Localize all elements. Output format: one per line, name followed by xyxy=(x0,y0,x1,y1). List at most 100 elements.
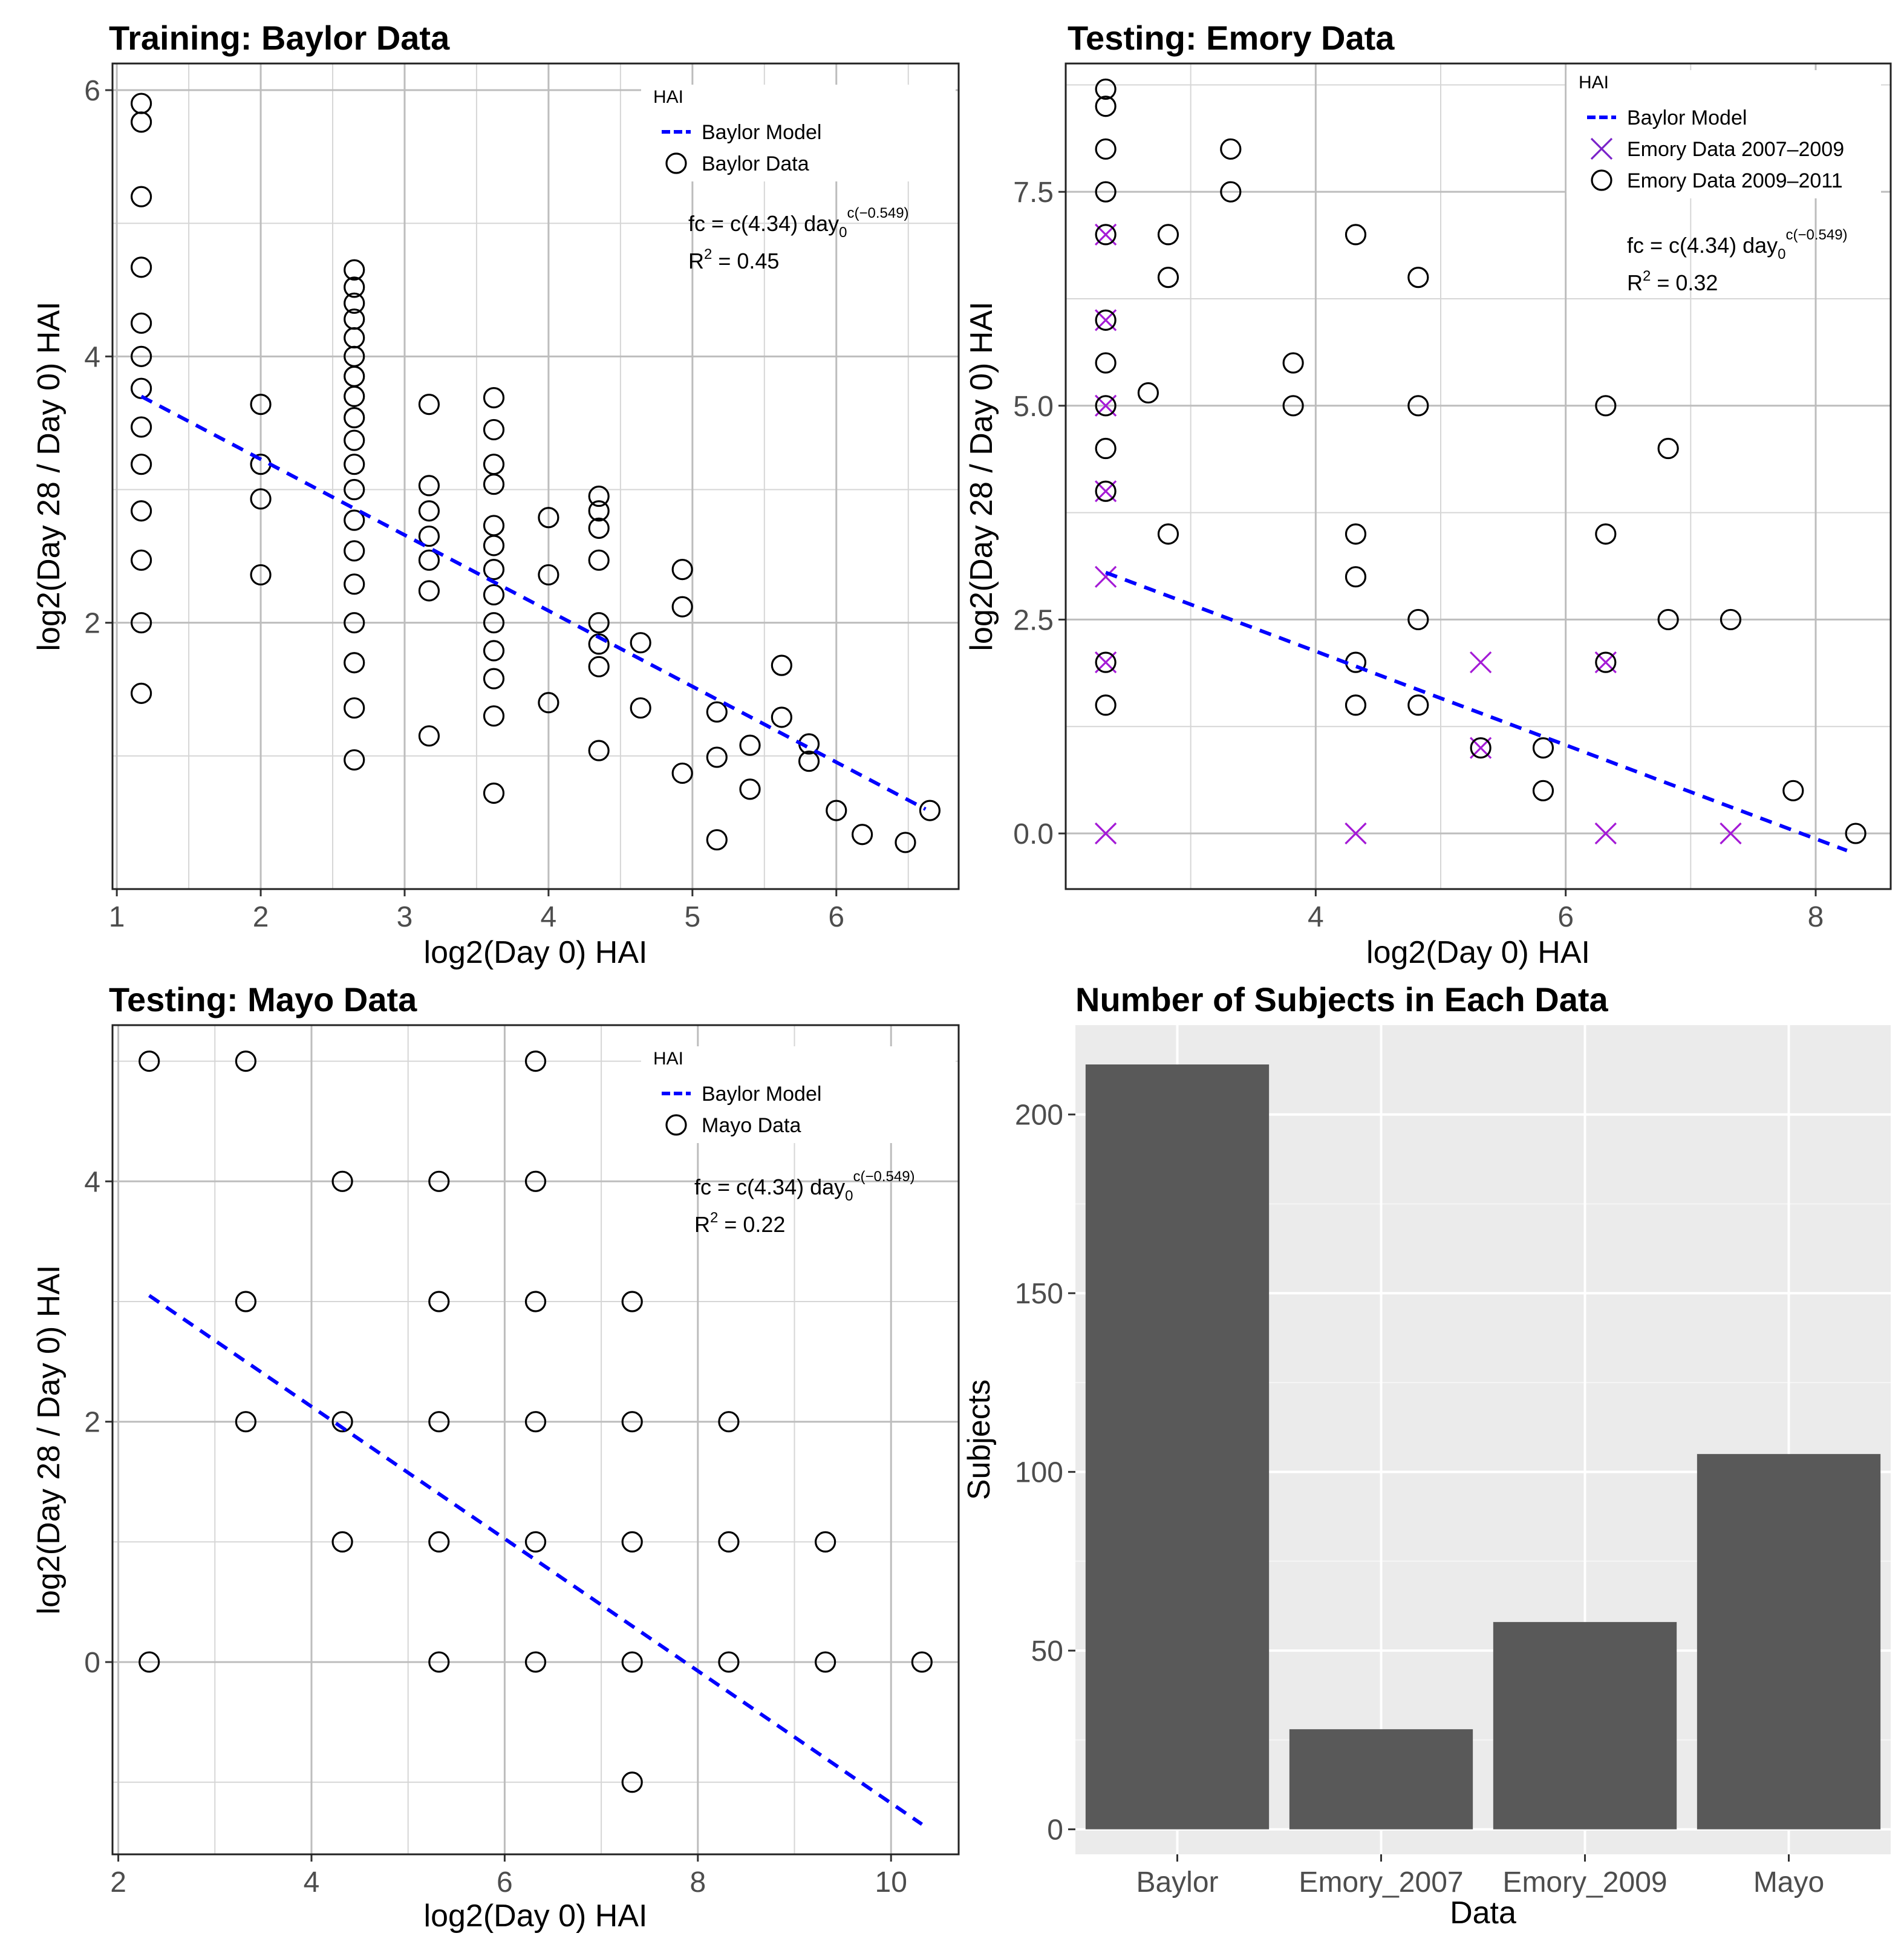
data-point xyxy=(588,740,610,761)
data-point xyxy=(1595,523,1617,545)
formula-rhs: c(4.34) day xyxy=(1669,233,1778,258)
data-point xyxy=(344,259,365,281)
data-point xyxy=(483,668,505,689)
data-point xyxy=(1345,224,1367,246)
data-point xyxy=(1157,523,1179,545)
x-tick-label: 8 xyxy=(690,1866,706,1898)
data-point xyxy=(235,1291,256,1312)
model-annotation: fc = c(4.34) day0c(−0.549) R2 = 0.45 xyxy=(688,205,909,273)
x-axis-title: Data xyxy=(1450,1895,1516,1931)
r-squared-text: R2 = 0.45 xyxy=(688,246,779,273)
legend-key-circle xyxy=(665,152,687,174)
data-point xyxy=(1095,651,1117,673)
bar-baylor xyxy=(1085,1064,1270,1830)
r-squared-value: = 0.32 xyxy=(1651,270,1718,295)
data-point xyxy=(235,1051,256,1072)
formula-rhs: c(4.34) day xyxy=(730,211,839,236)
scatter-panel-1: 4 6 8 0.0 2.5 5.0 7.5 Testing: Emory Data log2(D… xyxy=(964,19,1892,970)
data-point xyxy=(331,1170,353,1192)
data-point xyxy=(483,584,505,606)
y-tick-label: 0.0 xyxy=(1013,818,1054,850)
x-tick-label: Baylor xyxy=(1136,1866,1218,1898)
y-axis-title: log2(Day 28 / Day 0) HAI xyxy=(964,301,999,651)
legend-key-circle xyxy=(665,1114,687,1136)
x-tick-label: 10 xyxy=(875,1866,907,1898)
data-point xyxy=(331,1531,353,1553)
data-point xyxy=(483,387,505,409)
data-point xyxy=(418,580,440,602)
data-point xyxy=(483,612,505,634)
legend-label: Emory Data 2007–2009 xyxy=(1627,138,1844,161)
y-tick-label: 2 xyxy=(84,608,100,640)
data-point xyxy=(344,697,365,719)
legend-background xyxy=(1567,70,1881,198)
data-point xyxy=(418,549,440,571)
formula-text: fc = c(4.34) day0c(−0.549) xyxy=(1627,227,1848,262)
r-squared-value: = 0.45 xyxy=(712,249,779,273)
scatter-panel-0: 1 2 3 4 5 6 2 4 6 Training: Baylor Data log2(Day 0… xyxy=(31,19,960,970)
data-point xyxy=(1095,78,1117,100)
x-tick-label: 6 xyxy=(497,1866,513,1898)
data-point xyxy=(344,454,365,475)
r-squared-label: R xyxy=(688,249,704,273)
data-point xyxy=(621,1531,643,1553)
data-point xyxy=(621,1291,643,1312)
data-point xyxy=(418,525,440,547)
data-point xyxy=(538,507,559,529)
y-tick-label: 4 xyxy=(84,1166,100,1198)
legend-title: HAI xyxy=(653,1049,683,1069)
data-point xyxy=(418,394,440,416)
data-point xyxy=(815,1531,836,1553)
data-point xyxy=(588,633,610,655)
formula-rhs: c(4.34) day xyxy=(736,1175,845,1199)
data-point xyxy=(418,500,440,522)
y-tick-label: 200 xyxy=(1015,1100,1063,1132)
bar-emory-2007 xyxy=(1289,1729,1473,1830)
data-point xyxy=(331,1411,353,1433)
data-point xyxy=(671,762,693,784)
data-point xyxy=(483,640,505,662)
data-point xyxy=(1657,608,1679,631)
x-tick-label: 5 xyxy=(684,901,700,933)
data-point xyxy=(1095,694,1117,716)
data-point xyxy=(1407,267,1429,288)
data-point xyxy=(771,654,792,676)
legend-label: Baylor Model xyxy=(1627,106,1747,129)
model-line xyxy=(1105,570,1848,853)
x-tick-label: Mayo xyxy=(1753,1866,1824,1898)
y-axis-title: Subjects xyxy=(962,1380,997,1500)
legend-key-circle xyxy=(1591,169,1612,191)
data-point xyxy=(1095,395,1117,417)
data-point xyxy=(483,474,505,495)
data-point xyxy=(1157,267,1179,288)
data-point xyxy=(718,1411,740,1433)
data-point xyxy=(524,1051,547,1072)
data-point xyxy=(1095,96,1117,117)
x-tick-label: Emory_2009 xyxy=(1502,1866,1667,1898)
x-tick-label: 4 xyxy=(541,901,557,933)
y-tick-label: 150 xyxy=(1015,1278,1063,1310)
data-point xyxy=(344,509,365,531)
data-point xyxy=(826,800,847,821)
data-point xyxy=(130,416,152,438)
x-tick-label: 3 xyxy=(397,901,413,933)
formula-subscript: 0 xyxy=(1778,246,1785,262)
data-point xyxy=(130,256,152,278)
formula-superscript: c(−0.549) xyxy=(853,1168,915,1185)
data-point xyxy=(1095,309,1117,331)
model-annotation: fc = c(4.34) day0c(−0.549) R2 = 0.22 xyxy=(694,1168,915,1237)
x-tick-label: 4 xyxy=(304,1866,320,1898)
bar-panel-3: 0 50 100 150 200 Baylor Emory_2007 Emory_2009 Ma… xyxy=(962,980,1891,1931)
data-point xyxy=(815,1651,836,1673)
data-point xyxy=(1595,395,1617,417)
data-point xyxy=(1095,224,1117,246)
data-point xyxy=(1345,694,1367,716)
legend-title: HAI xyxy=(1579,73,1609,93)
data-point xyxy=(483,705,505,727)
model-line xyxy=(140,394,927,811)
data-point xyxy=(418,725,440,747)
data-point xyxy=(630,697,651,719)
formula-text: fc = c(4.34) day0c(−0.549) xyxy=(688,205,909,241)
data-point xyxy=(524,1170,547,1192)
y-tick-label: 100 xyxy=(1015,1457,1063,1489)
